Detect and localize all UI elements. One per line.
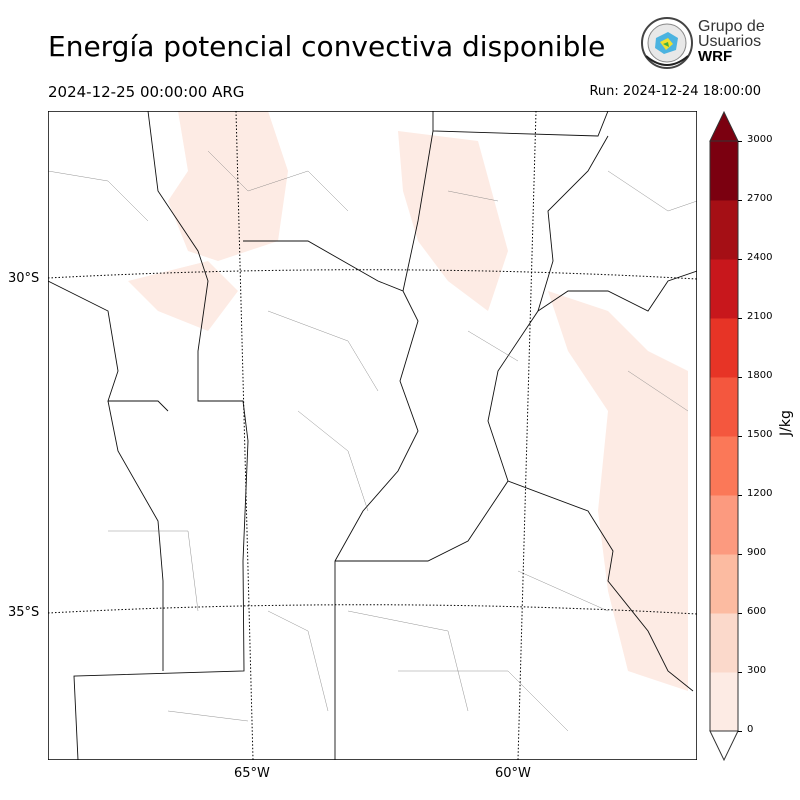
colorbar-tick-mark [738, 495, 742, 496]
wrf-logo-text: Grupo de Usuarios WRF [698, 18, 765, 65]
colorbar-tick-label: 1200 [747, 488, 773, 499]
colorbar-tick-mark [738, 436, 742, 437]
colorbar-tick-label: 3000 [747, 134, 773, 145]
colorbar-tick-label: 2100 [747, 311, 773, 322]
colorbar-band [710, 613, 738, 673]
province-borders [48, 111, 697, 760]
colorbar-tick-mark [738, 377, 742, 378]
colorbar-tick-label: 2700 [747, 193, 773, 204]
colorbar-tick-label: 600 [747, 606, 767, 617]
lon-label-60w: 60°W [495, 766, 531, 781]
lon-label-65w: 65°W [234, 766, 270, 781]
colorbar-unit: J/kg [778, 410, 794, 436]
colorbar-tick-mark [738, 731, 742, 732]
colorbar-tick-label: 900 [747, 547, 767, 558]
run-time: Run: 2024-12-24 18:00:00 [589, 84, 761, 99]
colorbar-over-arrow [709, 110, 739, 142]
colorbar-tick-mark [738, 672, 742, 673]
colorbar-band [710, 377, 738, 437]
colorbar-band [710, 672, 738, 732]
colorbar-band [710, 141, 738, 201]
lat-label-30s: 30°S [8, 271, 40, 286]
colorbar-tick-mark [738, 318, 742, 319]
colorbar-tick-mark [738, 200, 742, 201]
colorbar [709, 110, 739, 762]
lat-label-35s: 35°S [8, 605, 40, 620]
logo-line2: Usuarios [698, 33, 762, 50]
colorbar-band [710, 318, 738, 378]
page-title: Energía potencial convectiva disponible [48, 30, 606, 63]
colorbar-tick-label: 1500 [747, 429, 773, 440]
colorbar-tick-mark [738, 259, 742, 260]
colorbar-tick-mark [738, 554, 742, 555]
colorbar-under-arrow [709, 730, 739, 762]
valid-time: 2024-12-25 00:00:00 ARG [48, 83, 245, 101]
colorbar-tick-mark [738, 613, 742, 614]
colorbar-band [710, 259, 738, 319]
wrf-logo-icon [641, 17, 693, 69]
colorbar-tick-label: 0 [747, 724, 754, 735]
colorbar-tick-mark [738, 141, 742, 142]
colorbar-band [710, 554, 738, 614]
logo-line1: Grupo de [698, 18, 765, 35]
colorbar-band [710, 436, 738, 496]
colorbar-band [710, 495, 738, 555]
cape-map[interactable] [48, 111, 697, 760]
department-borders [48, 150, 697, 732]
colorbar-tick-label: 2400 [747, 252, 773, 263]
logo-line3: WRF [698, 48, 733, 65]
colorbar-band [710, 200, 738, 260]
graticule [48, 111, 697, 760]
colorbar-tick-label: 1800 [747, 370, 773, 381]
colorbar-tick-label: 300 [747, 665, 767, 676]
